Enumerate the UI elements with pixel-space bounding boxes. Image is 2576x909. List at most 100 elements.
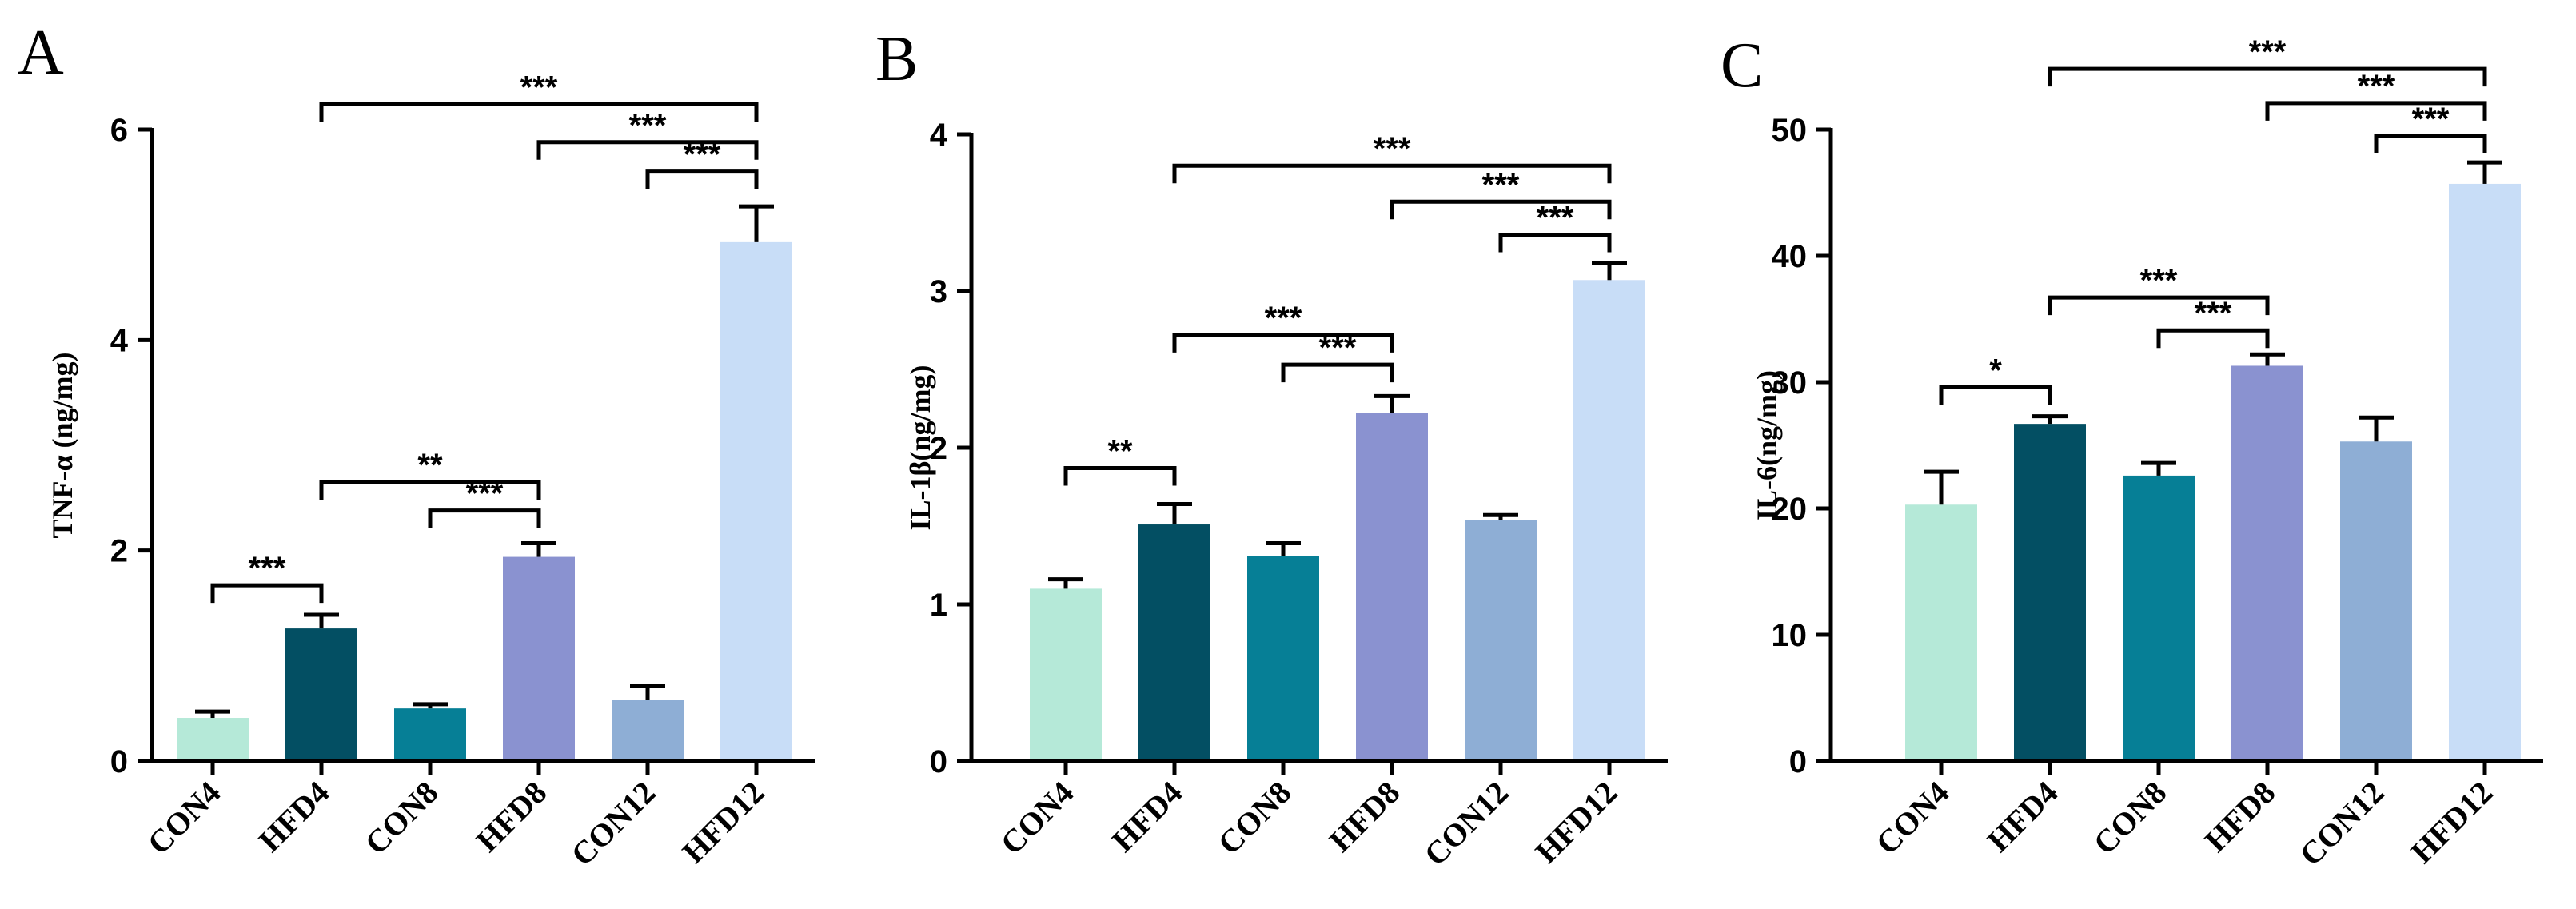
- error-bar-con8: [413, 702, 448, 709]
- bracket-line: [319, 480, 541, 500]
- panel-b: B IL-1β(ng/mg) 0 1 2 3 4 CON4 HFD4 CON8 HFD8 CON12 H…: [875, 24, 1668, 873]
- error-bar-hfd12: [1592, 261, 1627, 281]
- significance-bracket: *: [1939, 353, 2052, 405]
- bar-hfd8: [1356, 413, 1428, 761]
- bar-hfd8: [2231, 365, 2303, 761]
- bracket-line: [1281, 362, 1394, 383]
- bar-con4: [1905, 504, 1977, 761]
- bar-hfd12: [1573, 280, 1645, 761]
- error-bar-hfd8: [1374, 393, 1410, 413]
- significance-bracket: ***: [536, 108, 759, 160]
- y-tick-label: 30: [1772, 365, 1808, 401]
- bar-hfd12: [720, 241, 792, 762]
- bar-con8: [2123, 475, 2195, 761]
- bar-hfd8: [503, 556, 575, 761]
- significance-bracket: ***: [1172, 301, 1394, 353]
- bar-con12: [612, 700, 684, 761]
- significance-label: *: [1989, 353, 2002, 388]
- x-tick-label: CON12: [564, 775, 662, 873]
- error-bar-hfd4: [304, 612, 339, 629]
- x-tick-label: CON8: [2087, 775, 2174, 862]
- x-tick-label: HFD8: [469, 775, 554, 859]
- significance-bracket: ***: [2265, 69, 2487, 121]
- significance-label: **: [1107, 433, 1133, 468]
- y-tick-label: 0: [110, 744, 128, 779]
- y-tick-label: 2: [110, 534, 128, 569]
- significance-label: ***: [2140, 263, 2178, 298]
- significance-label: ***: [2195, 296, 2232, 331]
- significance-bracket: ***: [2156, 296, 2270, 349]
- y-tick-label: 0: [1789, 744, 1807, 779]
- bracket-line: [1172, 163, 1612, 184]
- significance-bracket: ***: [1390, 167, 1612, 220]
- bracket-line: [536, 140, 759, 160]
- bracket-line: [1498, 232, 1612, 253]
- significance-bracket: ***: [319, 70, 759, 122]
- error-bar-con12: [1483, 512, 1518, 520]
- significance-label: ***: [520, 70, 558, 105]
- error-bar-con12: [2359, 415, 2394, 442]
- bar-con4: [177, 718, 249, 761]
- x-tick-label: CON4: [994, 775, 1081, 862]
- bracket-line: [210, 583, 324, 604]
- panel-letter: A: [18, 18, 64, 88]
- x-tick-label: HFD8: [2198, 775, 2283, 859]
- panel-letter: B: [875, 24, 918, 94]
- bracket-line: [2265, 101, 2487, 121]
- y-tick-label: 1: [930, 588, 947, 623]
- error-bar-con4: [1924, 469, 1959, 505]
- y-tick-label: 0: [930, 744, 947, 779]
- significance-bracket: ***: [645, 138, 759, 189]
- bracket-line: [319, 102, 759, 122]
- significance-label: **: [417, 448, 443, 483]
- error-bar-hfd4: [2032, 414, 2068, 425]
- error-bar-hfd12: [2467, 160, 2502, 184]
- bar-hfd4: [2014, 424, 2086, 761]
- significance-label: ***: [629, 108, 667, 143]
- significance-label: ***: [2412, 102, 2450, 137]
- y-tick-label: 50: [1772, 113, 1808, 148]
- panel-c: C IL-6(ng/mg) 0 10 20 30 40 50 CON4 HFD4 CON8 HFD8 C…: [1721, 30, 2543, 873]
- error-bar-con4: [195, 709, 230, 719]
- bar-hfd4: [285, 628, 357, 761]
- error-bar-con8: [2141, 460, 2176, 476]
- x-tick-label: CON12: [1417, 775, 1515, 873]
- bar-con12: [1465, 520, 1537, 761]
- significance-bracket: ***: [2048, 263, 2270, 316]
- x-tick-label: CON12: [2292, 775, 2391, 873]
- x-tick-label: CON4: [1869, 775, 1956, 862]
- x-tick-label: CON8: [358, 775, 445, 862]
- significance-bracket: ***: [2048, 34, 2487, 87]
- y-tick-label: 3: [930, 274, 947, 309]
- significance-bracket: ***: [1498, 200, 1612, 253]
- significance-label: ***: [249, 551, 286, 586]
- y-tick-label: 40: [1772, 239, 1808, 274]
- error-bar-con8: [1266, 541, 1301, 556]
- bracket-line: [2156, 328, 2270, 349]
- y-tick-label: 10: [1772, 618, 1808, 653]
- y-axis-label: IL-6(ng/mg): [1751, 370, 1783, 520]
- x-tick-label: HFD12: [2404, 775, 2500, 871]
- bar-con8: [1247, 556, 1319, 761]
- y-tick-label: 4: [930, 118, 948, 153]
- x-tick-label: HFD12: [1529, 775, 1625, 871]
- significance-label: ***: [1265, 301, 1302, 336]
- x-tick-label: HFD12: [676, 775, 772, 871]
- bar-hfd4: [1138, 524, 1210, 761]
- bracket-line: [1063, 465, 1177, 486]
- bar-con4: [1030, 588, 1102, 761]
- bracket-line: [1939, 385, 2052, 405]
- y-tick-label: 6: [110, 113, 128, 148]
- error-bar-hfd12: [739, 204, 774, 242]
- error-bar-hfd8: [521, 540, 556, 557]
- bracket-line: [2048, 66, 2487, 87]
- bracket-line: [2374, 134, 2487, 153]
- significance-label: ***: [1537, 200, 1574, 235]
- y-axis-label: TNF-α (ng/mg): [46, 352, 78, 538]
- x-tick-label: CON4: [141, 775, 228, 862]
- bracket-line: [1390, 199, 1612, 220]
- y-tick-label: 2: [930, 431, 947, 466]
- significance-bracket: ***: [2374, 102, 2487, 153]
- bar-con8: [394, 708, 466, 761]
